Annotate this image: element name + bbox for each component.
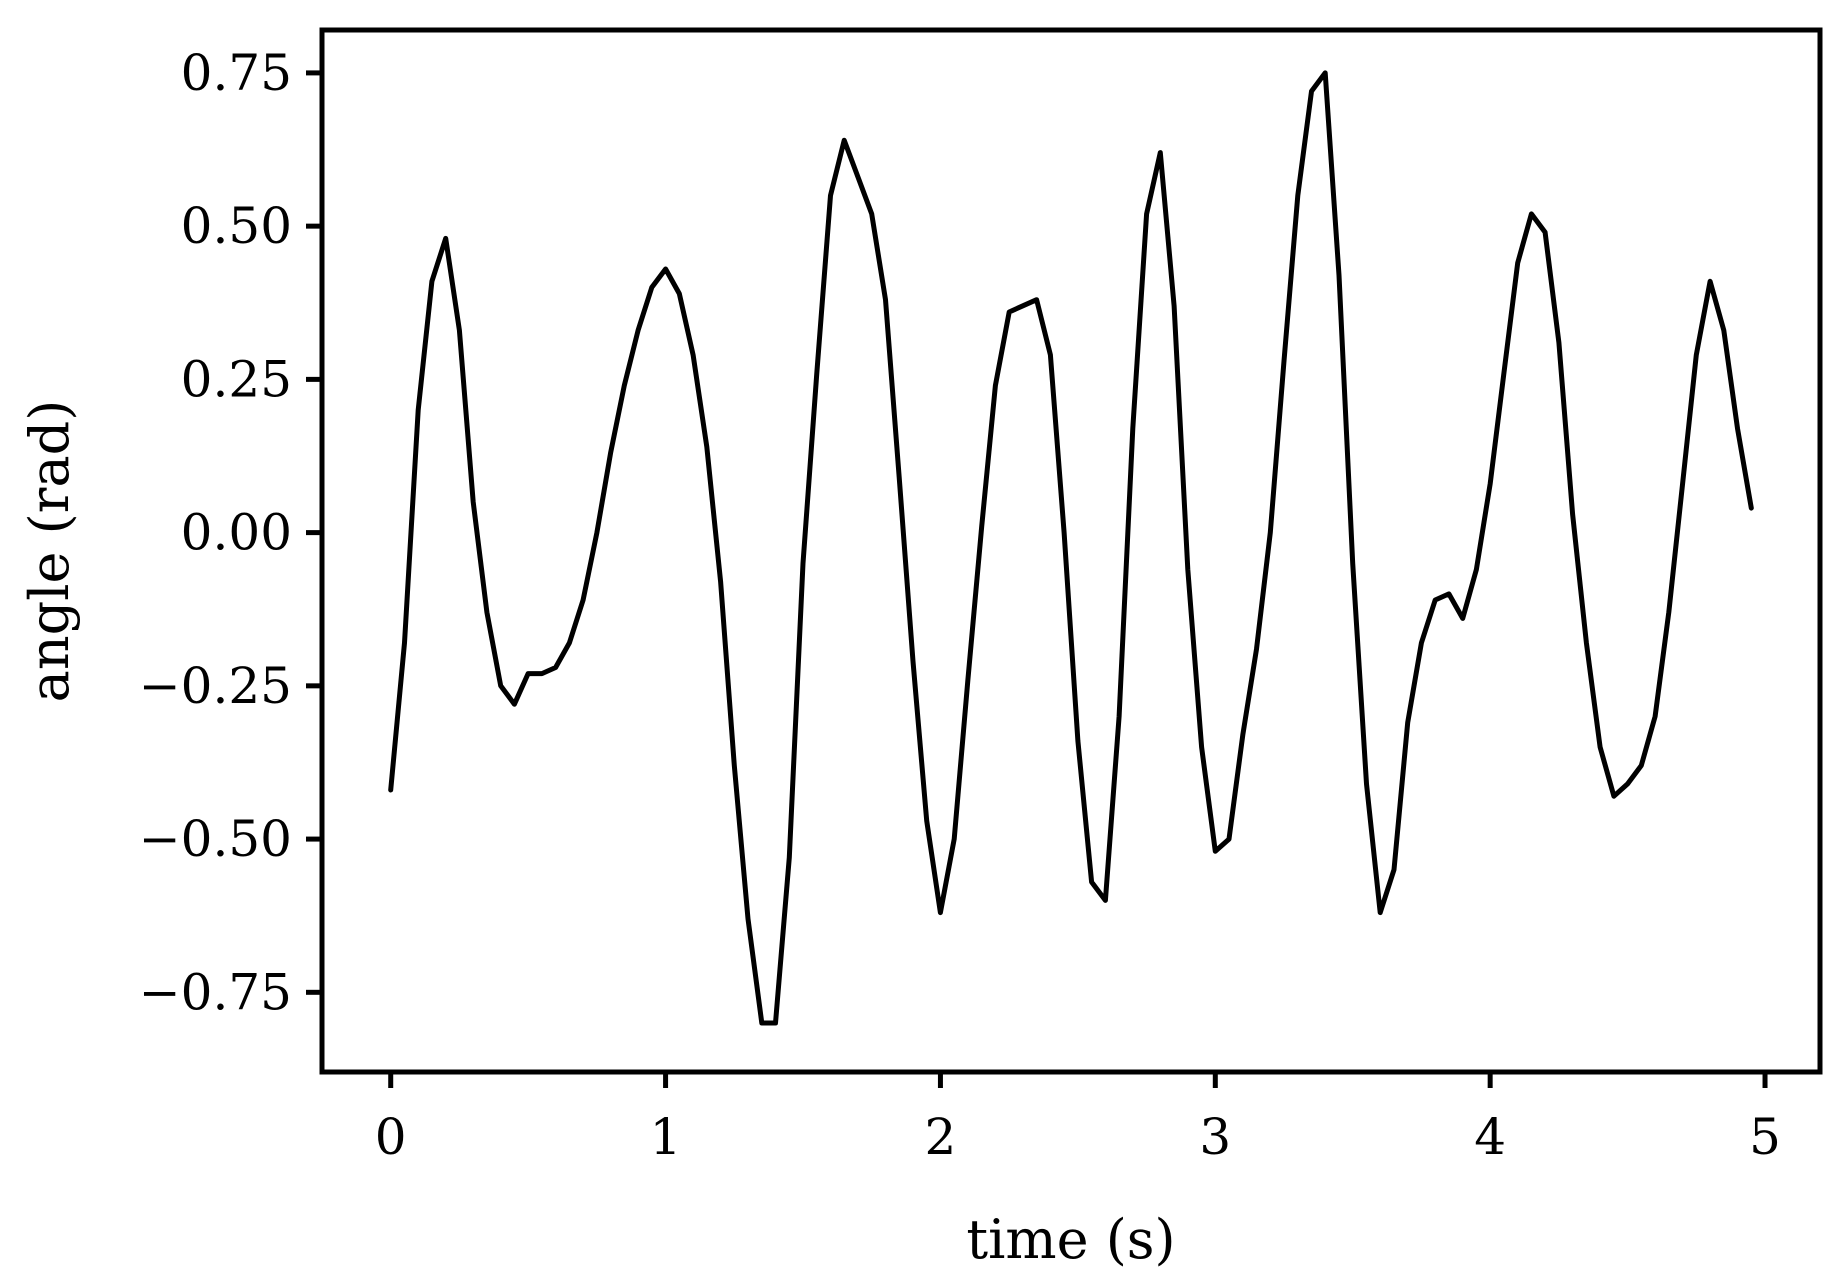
- y-tick-label: −0.25: [139, 657, 292, 715]
- y-tick-label: −0.75: [139, 963, 292, 1021]
- x-tick-label: 2: [925, 1108, 957, 1166]
- y-tick-label: 0.25: [181, 350, 292, 408]
- x-tick-label: 4: [1474, 1108, 1506, 1166]
- x-tick-label: 1: [650, 1108, 682, 1166]
- x-tick-label: 5: [1749, 1108, 1781, 1166]
- y-axis-label: angle (rad): [18, 400, 81, 703]
- y-axis: 0.75 0.50 0.25 0.00 −0.25 −0.50 −0.75: [139, 44, 322, 1021]
- y-tick-label: 0.50: [181, 197, 292, 255]
- y-tick-label: 0.00: [181, 504, 292, 562]
- series-line: [388, 70, 1754, 1026]
- plot-frame: [319, 27, 1823, 1075]
- y-tick-label: −0.50: [139, 810, 292, 868]
- x-axis: 0 1 2 3 4 5: [375, 1072, 1781, 1166]
- y-tick-label: 0.75: [181, 44, 292, 102]
- x-tick-label: 3: [1199, 1108, 1231, 1166]
- x-tick-label: 0: [375, 1108, 407, 1166]
- x-axis-label: time (s): [966, 1208, 1175, 1270]
